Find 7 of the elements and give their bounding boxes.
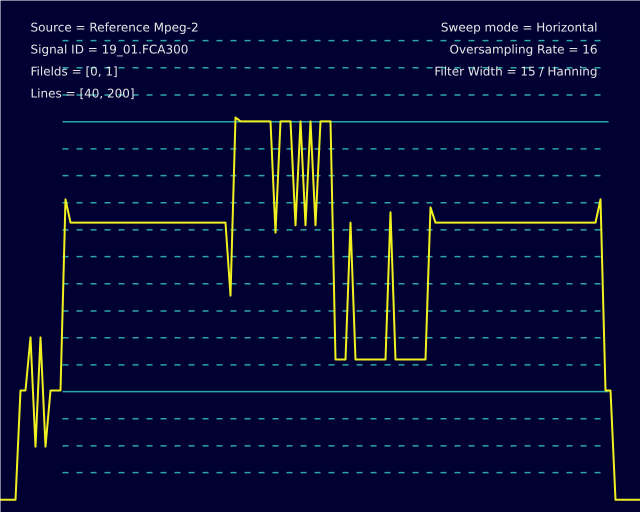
source-note: Source = Reference Mpeg-2 xyxy=(30,20,199,34)
text: Oversampling Rate = 16 xyxy=(450,42,598,56)
text: Signal ID = 19_01.FCA300 xyxy=(30,42,188,56)
text: Filelds = [0, 1] xyxy=(30,64,118,78)
text: Filter Width = 15 / Hanning xyxy=(434,64,598,78)
text: Sweep mode = Horizontal xyxy=(440,20,598,34)
text: Lines = [40, 200] xyxy=(30,86,135,100)
